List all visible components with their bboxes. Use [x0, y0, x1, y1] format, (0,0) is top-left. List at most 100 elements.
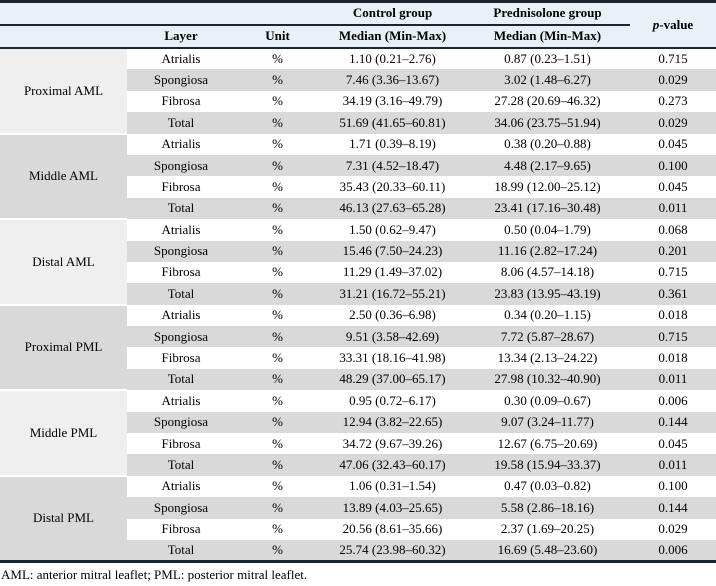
- prednisolone-median-header: Median (Min-Max): [465, 25, 630, 49]
- table-header: Control group Prednisolone group p-value…: [0, 1, 716, 49]
- p-value-cell: 0.011: [630, 454, 716, 476]
- layer-cell: Total: [127, 539, 235, 563]
- control-median-cell: 13.89 (4.03–25.65): [320, 497, 465, 519]
- layer-cell: Atrialis: [127, 48, 235, 70]
- p-value-cell: 0.715: [630, 326, 716, 348]
- unit-cell: %: [235, 326, 320, 348]
- group-label-cell: Proximal PML: [0, 304, 127, 392]
- table-row: Total % 47.06 (32.43–60.17) 19.58 (15.94…: [0, 454, 716, 476]
- table-row: Middle PML Atrialis % 0.95 (0.72–6.17) 0…: [0, 390, 716, 477]
- control-median-cell: 31.21 (16.72–55.21): [320, 283, 465, 305]
- prednisolone-median-cell: 23.83 (13.95–43.19): [465, 283, 630, 305]
- prednisolone-median-cell: 8.06 (4.57–14.18): [465, 261, 630, 284]
- layer-cell: Spongiosa: [127, 497, 235, 519]
- results-table: Control group Prednisolone group p-value…: [0, 0, 716, 563]
- p-value-cell: 0.201: [630, 240, 716, 262]
- p-value-cell: 0.045: [630, 176, 716, 198]
- control-median-cell: 1.71 (0.39–8.19): [320, 133, 465, 155]
- p-value-cell: 0.144: [630, 497, 716, 519]
- table-row: Proximal PML Atrialis % 2.50 (0.36–6.98)…: [0, 304, 716, 392]
- control-median-cell: 1.50 (0.62–9.47): [320, 219, 465, 241]
- table-row: Total % 48.29 (37.00–65.17) 27.98 (10.32…: [0, 368, 716, 391]
- unit-cell: %: [235, 304, 320, 327]
- control-median-cell: 12.94 (3.82–22.65): [320, 411, 465, 434]
- control-median-cell: 1.10 (0.21–2.76): [320, 48, 465, 70]
- prednisolone-median-cell: 0.87 (0.23–1.51): [465, 48, 630, 70]
- p-value-header-rest: -value: [659, 16, 694, 32]
- control-median-header: Median (Min-Max): [320, 25, 465, 49]
- p-value-cell: 0.715: [630, 261, 716, 284]
- prednisolone-median-cell: 4.48 (2.17–9.65): [465, 154, 630, 177]
- unit-cell: %: [235, 411, 320, 434]
- group-label-cell: Distal AML: [0, 219, 127, 306]
- group-distal-aml: Distal AML Atrialis % 1.50 (0.62–9.47) 0…: [0, 219, 716, 306]
- control-median-cell: 7.46 (3.36–13.67): [320, 69, 465, 91]
- header-spacer-group-2: [0, 25, 127, 49]
- prednisolone-median-cell: 0.47 (0.03–0.82): [465, 475, 630, 498]
- p-value-cell: 0.011: [630, 197, 716, 220]
- prednisolone-median-cell: 23.41 (17.16–30.48): [465, 197, 630, 220]
- table-row: Spongiosa % 12.94 (3.82–22.65) 9.07 (3.2…: [0, 411, 716, 434]
- p-value-cell: 0.011: [630, 368, 716, 391]
- layer-cell: Atrialis: [127, 390, 235, 412]
- p-value-cell: 0.006: [630, 390, 716, 412]
- layer-cell: Total: [127, 368, 235, 391]
- p-value-cell: 0.068: [630, 219, 716, 241]
- table-row: Spongiosa % 15.46 (7.50–24.23) 11.16 (2.…: [0, 240, 716, 262]
- group-proximal-aml: Proximal AML Atrialis % 1.10 (0.21–2.76)…: [0, 48, 716, 135]
- unit-cell: %: [235, 112, 320, 134]
- control-median-cell: 2.50 (0.36–6.98): [320, 304, 465, 327]
- group-proximal-pml: Proximal PML Atrialis % 2.50 (0.36–6.98)…: [0, 304, 716, 392]
- prednisolone-median-cell: 16.69 (5.48–23.60): [465, 539, 630, 563]
- prednisolone-median-cell: 3.02 (1.48–6.27): [465, 69, 630, 91]
- table-row: Fibrosa % 33.31 (18.16–41.98) 13.34 (2.1…: [0, 347, 716, 369]
- header-row-columns: Layer Unit Median (Min-Max) Median (Min-…: [0, 25, 716, 49]
- p-value-cell: 0.144: [630, 411, 716, 434]
- table-row: Total % 46.13 (27.63–65.28) 23.41 (17.16…: [0, 197, 716, 220]
- control-median-cell: 46.13 (27.63–65.28): [320, 197, 465, 220]
- control-median-cell: 11.29 (1.49–37.02): [320, 261, 465, 284]
- unit-cell: %: [235, 368, 320, 391]
- p-value-cell: 0.715: [630, 48, 716, 70]
- prednisolone-median-cell: 12.67 (6.75–20.69): [465, 433, 630, 455]
- unit-cell: %: [235, 261, 320, 284]
- table-row: Middle AML Atrialis % 1.71 (0.39–8.19) 0…: [0, 133, 716, 221]
- unit-cell: %: [235, 433, 320, 455]
- prednisolone-median-cell: 34.06 (23.75–51.94): [465, 112, 630, 134]
- table-row: Fibrosa % 35.43 (20.33–60.11) 18.99 (12.…: [0, 176, 716, 198]
- control-median-cell: 34.19 (3.16–49.79): [320, 90, 465, 113]
- layer-cell: Total: [127, 454, 235, 476]
- header-spacer-layer: [127, 1, 235, 26]
- unit-cell: %: [235, 454, 320, 476]
- layer-cell: Fibrosa: [127, 261, 235, 284]
- group-label-cell: Middle AML: [0, 133, 127, 221]
- prednisolone-median-cell: 27.28 (20.69–46.32): [465, 90, 630, 113]
- p-value-cell: 0.100: [630, 154, 716, 177]
- prednisolone-median-cell: 7.72 (5.87–28.67): [465, 326, 630, 348]
- prednisolone-median-cell: 9.07 (3.24–11.77): [465, 411, 630, 434]
- unit-cell: %: [235, 240, 320, 262]
- header-spacer-group: [0, 1, 127, 26]
- layer-cell: Atrialis: [127, 304, 235, 327]
- prednisolone-median-cell: 0.30 (0.09–0.67): [465, 390, 630, 412]
- prednisolone-median-cell: 19.58 (15.94–33.37): [465, 454, 630, 476]
- layer-cell: Atrialis: [127, 475, 235, 498]
- table-row: Distal AML Atrialis % 1.50 (0.62–9.47) 0…: [0, 219, 716, 306]
- control-median-cell: 20.56 (8.61–35.66): [320, 518, 465, 540]
- group-distal-pml: Distal PML Atrialis % 1.06 (0.31–1.54) 0…: [0, 475, 716, 563]
- unit-cell: %: [235, 390, 320, 412]
- prednisolone-median-cell: 27.98 (10.32–40.90): [465, 368, 630, 391]
- prednisolone-median-cell: 11.16 (2.82–17.24): [465, 240, 630, 262]
- prednisolone-median-cell: 13.34 (2.13–24.22): [465, 347, 630, 369]
- layer-cell: Fibrosa: [127, 176, 235, 198]
- p-value-header-italic: p: [652, 16, 660, 32]
- table-row: Total % 25.74 (23.98–60.32) 16.69 (5.48–…: [0, 539, 716, 563]
- control-median-cell: 1.06 (0.31–1.54): [320, 475, 465, 498]
- layer-cell: Spongiosa: [127, 326, 235, 348]
- p-value-cell: 0.045: [630, 133, 716, 155]
- group-label-cell: Proximal AML: [0, 48, 127, 135]
- group-middle-pml: Middle PML Atrialis % 0.95 (0.72–6.17) 0…: [0, 390, 716, 477]
- layer-cell: Spongiosa: [127, 411, 235, 434]
- group-middle-aml: Middle AML Atrialis % 1.71 (0.39–8.19) 0…: [0, 133, 716, 221]
- control-median-cell: 0.95 (0.72–6.17): [320, 390, 465, 412]
